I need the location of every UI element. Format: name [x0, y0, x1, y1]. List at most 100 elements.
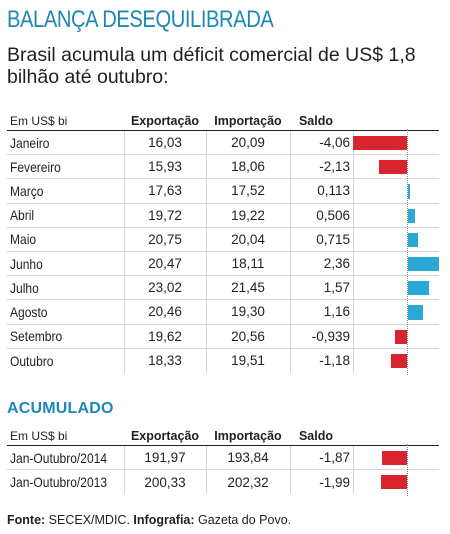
- exportacao-value: 23,02: [148, 280, 182, 296]
- column-divider: [353, 300, 354, 324]
- column-divider: [206, 324, 207, 348]
- column-divider: [124, 276, 125, 300]
- saldo-value: 1,16: [323, 304, 350, 320]
- column-divider: [124, 348, 125, 373]
- row-label: Junho: [10, 255, 43, 272]
- column-divider: [206, 446, 207, 470]
- saldo-bar-positive: [408, 281, 429, 296]
- column-divider: [353, 470, 354, 495]
- column-divider: [206, 348, 207, 373]
- column-divider: [290, 155, 291, 179]
- header-saldo: Saldo: [298, 113, 334, 128]
- column-divider: [124, 470, 125, 495]
- chart-title: BALANÇA DESEQUILIBRADA: [7, 6, 274, 33]
- header-exportacao: Exportação: [130, 428, 200, 443]
- row-label: Maio: [10, 231, 37, 248]
- saldo-bar-positive: [408, 305, 424, 320]
- zero-axis: [407, 129, 408, 375]
- importacao-value: 20,56: [231, 328, 265, 344]
- accumulated-table-header: Em US$ bi Exportação Importação Saldo: [7, 426, 439, 446]
- exportacao-value: 19,62: [148, 328, 182, 344]
- accumulated-table-body: Jan-Outubro/2014 191,97 193,84 -1,87 Jan-Out…: [7, 446, 439, 495]
- accumulated-table: Em US$ bi Exportação Importação Saldo Ja…: [7, 426, 439, 495]
- source-text: SECEX/MDIC.: [48, 513, 130, 527]
- column-divider: [124, 179, 125, 203]
- column-divider: [206, 300, 207, 324]
- saldo-value: -1,99: [319, 474, 350, 490]
- table-row: Fevereiro 15,93 18,06 -2,13: [7, 155, 439, 180]
- exportacao-value: 191,97: [144, 450, 186, 466]
- saldo-bar-negative: [382, 451, 407, 466]
- column-divider: [290, 300, 291, 324]
- column-divider: [124, 324, 125, 348]
- saldo-bar-negative: [353, 136, 407, 151]
- saldo-value: 0,506: [316, 207, 350, 223]
- importacao-value: 202,32: [227, 474, 269, 490]
- row-label: Fevereiro: [10, 158, 61, 175]
- saldo-value: -1,18: [319, 353, 350, 369]
- importacao-value: 18,11: [231, 256, 265, 272]
- column-divider: [124, 203, 125, 227]
- exportacao-value: 16,03: [148, 135, 182, 151]
- monthly-table-header: Em US$ bi Exportação Importação Saldo: [7, 111, 439, 131]
- saldo-bar-positive: [408, 208, 415, 223]
- column-divider: [353, 276, 354, 300]
- row-label: Março: [10, 182, 44, 199]
- column-divider: [353, 446, 354, 470]
- column-divider: [124, 131, 125, 155]
- header-saldo: Saldo: [298, 428, 334, 443]
- importacao-value: 19,51: [231, 353, 265, 369]
- table-row: Outubro 18,33 19,51 -1,18: [7, 348, 439, 373]
- row-label: Abril: [10, 207, 35, 224]
- source-label: Fonte:: [7, 513, 46, 527]
- column-divider: [353, 324, 354, 348]
- importacao-value: 18,06: [231, 159, 265, 175]
- table-row: Jan-Outubro/2013 200,33 202,32 -1,99: [7, 470, 439, 495]
- importacao-value: 17,52: [231, 183, 265, 199]
- saldo-bar-negative: [378, 160, 407, 175]
- column-divider: [290, 131, 291, 155]
- column-divider: [206, 251, 207, 276]
- row-label: Outubro: [10, 352, 54, 369]
- monthly-table: Em US$ bi Exportação Importação Saldo Ja…: [7, 111, 439, 373]
- importacao-value: 21,45: [231, 280, 265, 296]
- exportacao-value: 20,46: [148, 304, 182, 320]
- table-row: Julho 23,02 21,45 1,57: [7, 276, 439, 301]
- credit-label: Infografia:: [133, 513, 195, 527]
- saldo-value: 0,715: [316, 231, 350, 247]
- column-divider: [206, 276, 207, 300]
- header-importacao: Importação: [214, 428, 282, 443]
- column-divider: [290, 276, 291, 300]
- column-divider: [353, 203, 354, 227]
- header-importacao: Importação: [214, 113, 282, 128]
- exportacao-value: 18,33: [148, 353, 182, 369]
- table-row: Janeiro 16,03 20,09 -4,06: [7, 131, 439, 156]
- importacao-value: 193,84: [227, 450, 269, 466]
- column-divider: [290, 179, 291, 203]
- column-divider: [206, 131, 207, 155]
- column-divider: [124, 227, 125, 251]
- credit-text: Gazeta do Povo.: [198, 513, 292, 527]
- row-label: Agosto: [10, 303, 48, 320]
- table-row: Março 17,63 17,52 0,113: [7, 179, 439, 204]
- zero-axis: [407, 444, 408, 497]
- chart-subtitle: Brasil acumula um déficit comercial de U…: [7, 44, 416, 88]
- column-divider: [124, 300, 125, 324]
- column-divider: [290, 470, 291, 495]
- row-label: Janeiro: [10, 134, 50, 151]
- exportacao-value: 20,47: [148, 256, 182, 272]
- header-exportacao: Exportação: [130, 113, 200, 128]
- saldo-value: -1,87: [319, 450, 350, 466]
- column-divider: [353, 155, 354, 179]
- column-divider: [206, 203, 207, 227]
- column-divider: [353, 348, 354, 373]
- saldo-value: 1,57: [323, 280, 350, 296]
- column-divider: [206, 227, 207, 251]
- exportacao-value: 15,93: [148, 159, 182, 175]
- saldo-value: 0,113: [317, 183, 350, 199]
- table-row: Junho 20,47 18,11 2,36: [7, 251, 439, 277]
- monthly-table-body: Janeiro 16,03 20,09 -4,06 Fevereiro 15,93 18,0…: [7, 131, 439, 373]
- table-row: Abril 19,72 19,22 0,506: [7, 203, 439, 228]
- exportacao-value: 19,72: [148, 207, 182, 223]
- row-label: Setembro: [10, 328, 63, 345]
